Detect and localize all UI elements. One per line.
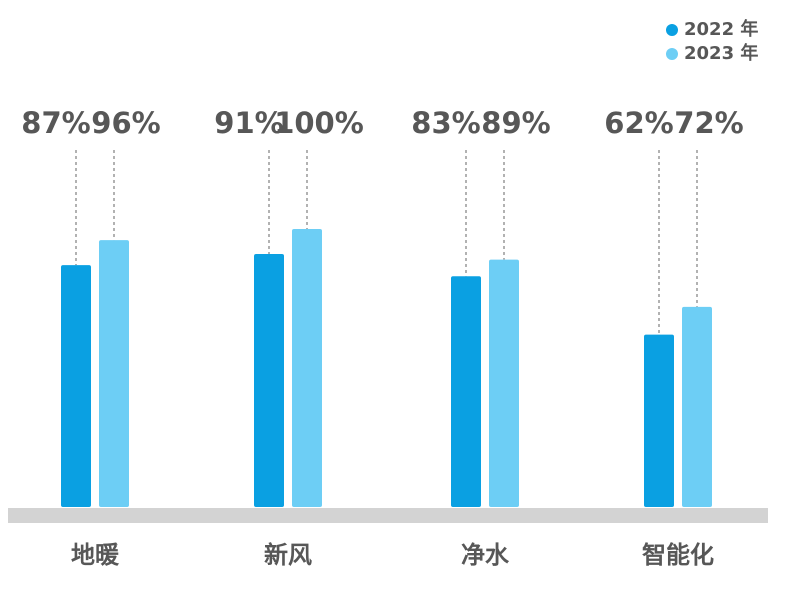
x-tick-label: 地暖: [71, 541, 120, 569]
legend-marker: [666, 48, 678, 60]
x-tick-label: 智能化: [642, 541, 714, 569]
value-label: 62%: [604, 106, 673, 140]
legend-marker: [666, 24, 678, 36]
value-label: 72%: [674, 106, 743, 140]
bar: [489, 259, 519, 507]
bar: [451, 276, 481, 507]
legend-label: 2022 年: [684, 18, 758, 40]
x-tick-label: 新风: [264, 541, 312, 569]
bar: [254, 254, 284, 507]
value-label: 83%: [411, 106, 480, 140]
x-tick-label: 净水: [461, 541, 510, 569]
bar: [682, 306, 712, 507]
bar: [99, 240, 129, 507]
baseline-band: [8, 508, 768, 523]
bar: [61, 265, 91, 507]
value-label: 100%: [274, 106, 364, 140]
legend-label: 2023 年: [684, 42, 758, 64]
value-label: 96%: [91, 106, 160, 140]
value-label: 87%: [21, 106, 90, 140]
bar: [292, 229, 322, 507]
bar: [644, 334, 674, 507]
value-label: 91%: [214, 106, 283, 140]
value-label: 89%: [481, 106, 550, 140]
